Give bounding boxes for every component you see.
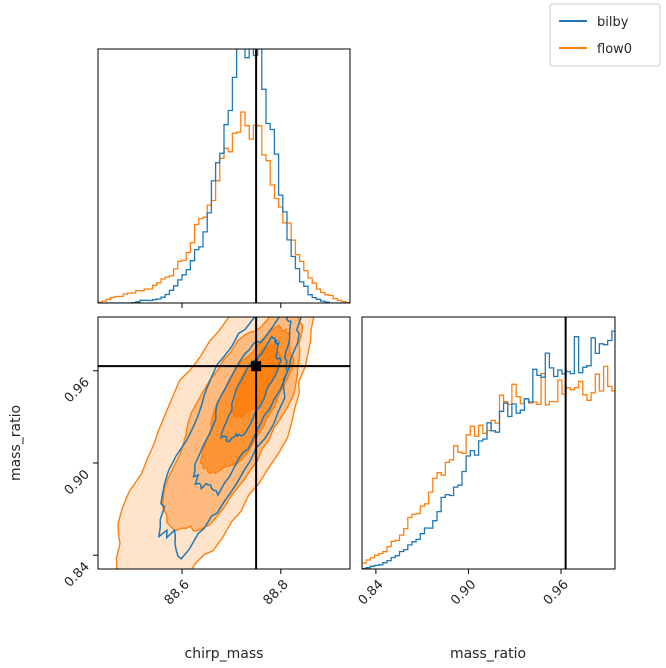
- hist-bilby-chirp-mass: [98, 49, 350, 303]
- panel-frame-chirp-mass-marginal: [97, 48, 351, 304]
- tick-label-y-mass-ratio-1: 0.90: [62, 467, 93, 498]
- tick-label-y-mass-ratio-0: 0.84: [62, 559, 93, 590]
- x-axis-label-mass-ratio: mass_ratio: [450, 646, 526, 662]
- legend-box: [549, 3, 661, 67]
- legend-label-bilby: bilby: [597, 15, 629, 30]
- panel-frame-joint: [97, 316, 351, 570]
- marginal-histogram-mass-ratio: [362, 330, 615, 569]
- tick-label-y-mass-ratio-2: 0.96: [62, 375, 93, 406]
- panel-frame-mass-ratio-marginal: [361, 316, 616, 570]
- hist-flow0-mass-ratio: [362, 365, 615, 564]
- tick-label-x-chirp-mass-0: 88.6: [162, 577, 193, 608]
- y-axis-label-mass-ratio: mass_ratio: [8, 405, 24, 481]
- contour-bilby-level-2: [192, 317, 292, 497]
- hist-flow0-chirp-mass: [98, 111, 350, 303]
- joint-contours-chirp-mass-mass-ratio: [115, 317, 315, 569]
- tick-label-x-mass-ratio-2: 0.96: [541, 577, 572, 608]
- legend: bilby flow0: [549, 3, 661, 67]
- legend-label-flow0: flow0: [597, 42, 632, 57]
- tick-label-x-mass-ratio-0: 0.84: [356, 577, 387, 608]
- hist-bilby-mass-ratio: [362, 330, 615, 569]
- tick-label-x-chirp-mass-1: 88.8: [261, 577, 292, 608]
- truth-marker: [251, 361, 262, 372]
- x-axis-label-chirp-mass: chirp_mass: [185, 646, 264, 662]
- truth-lines: [98, 49, 567, 569]
- marginal-histogram-chirp-mass: [98, 49, 350, 303]
- tick-label-x-mass-ratio-1: 0.90: [448, 577, 479, 608]
